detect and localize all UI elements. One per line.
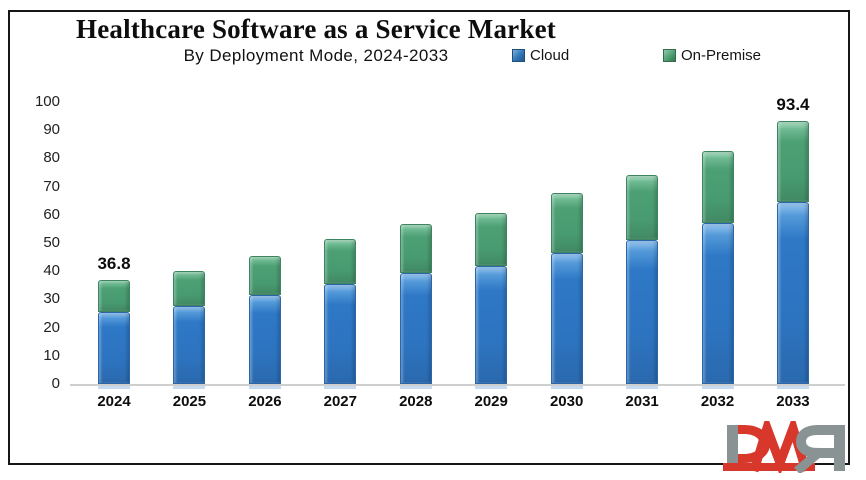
bar-cloud-2024 bbox=[98, 312, 130, 384]
bar-onpremise-2031 bbox=[626, 174, 659, 241]
dmr-logo-underline bbox=[723, 463, 815, 471]
y-tick-label-70: 70 bbox=[43, 177, 60, 195]
bar-reflection-2027 bbox=[324, 386, 357, 389]
x-axis-baseline bbox=[70, 384, 845, 386]
legend-label-cloud: Cloud bbox=[530, 47, 570, 64]
bar-reflection-2026 bbox=[248, 386, 281, 389]
y-tick-label-50: 50 bbox=[43, 234, 60, 251]
bar-cloud-2027 bbox=[324, 283, 357, 384]
bar-onpremise-2028 bbox=[399, 223, 432, 274]
y-tick-label-80: 80 bbox=[43, 149, 60, 167]
x-axis-label-2028: 2028 bbox=[399, 393, 433, 410]
x-axis-label-2032: 2032 bbox=[700, 393, 735, 410]
y-tick-label-0: 0 bbox=[51, 375, 60, 392]
x-axis-label-2026: 2026 bbox=[248, 393, 282, 410]
bar-cloud-2026 bbox=[248, 295, 281, 384]
bar-reflection-2025 bbox=[173, 386, 206, 389]
bar-cloud-2029 bbox=[475, 265, 508, 384]
bar-cloud-2033 bbox=[776, 201, 809, 384]
dmr-logo bbox=[723, 421, 845, 473]
legend-swatch-onpremise-icon bbox=[663, 49, 676, 62]
y-tick-label-40: 40 bbox=[43, 262, 60, 280]
y-tick-label-30: 30 bbox=[43, 290, 60, 308]
chart-subtitle: By Deployment Mode, 2024-2033 bbox=[183, 46, 449, 65]
y-tick-label-100: 100 bbox=[34, 93, 60, 110]
bar-cloud-2030 bbox=[550, 252, 583, 384]
y-tick-label-10: 10 bbox=[43, 346, 60, 364]
y-tick-label-90: 90 bbox=[43, 121, 60, 139]
bar-reflection-2031 bbox=[626, 386, 659, 389]
bar-reflection-2028 bbox=[399, 386, 432, 389]
bar-reflection-2033 bbox=[776, 386, 809, 389]
x-axis-label-2025: 2025 bbox=[172, 393, 207, 410]
bar-reflection-2030 bbox=[550, 386, 583, 389]
legend-swatch-cloud-icon bbox=[512, 49, 525, 62]
bar-onpremise-2026 bbox=[248, 255, 281, 296]
bar-cloud-2028 bbox=[399, 273, 432, 384]
bar-onpremise-2030 bbox=[550, 192, 583, 253]
x-axis-label-2024: 2024 bbox=[97, 393, 131, 410]
bar-reflection-2024 bbox=[98, 386, 130, 389]
chart-title: Healthcare Software as a Service Market bbox=[76, 14, 556, 44]
bar-onpremise-2025 bbox=[173, 270, 206, 306]
x-axis-label-2031: 2031 bbox=[625, 393, 659, 410]
bar-onpremise-2032 bbox=[701, 151, 734, 224]
bar-onpremise-2033 bbox=[776, 120, 809, 202]
bar-total-label-2024: 36.8 bbox=[97, 254, 131, 274]
bar-reflection-2032 bbox=[701, 386, 734, 389]
legend-item-onpremise: On-Premise bbox=[663, 47, 761, 64]
y-tick-label-60: 60 bbox=[43, 205, 60, 223]
bar-onpremise-2027 bbox=[324, 238, 357, 284]
bar-cloud-2025 bbox=[173, 305, 206, 384]
x-axis-label-2027: 2027 bbox=[323, 393, 357, 410]
x-axis-label-2030: 2030 bbox=[549, 393, 584, 410]
y-tick-label-20: 20 bbox=[43, 318, 60, 336]
bar-cloud-2031 bbox=[626, 240, 659, 384]
x-axis-label-2029: 2029 bbox=[474, 393, 508, 410]
x-axis-label-2033: 2033 bbox=[776, 393, 810, 410]
legend-label-onpremise: On-Premise bbox=[681, 47, 762, 64]
dmr-logo-d-stem bbox=[727, 425, 738, 463]
bar-total-label-2033: 93.4 bbox=[776, 94, 810, 114]
bar-cloud-2032 bbox=[701, 223, 734, 384]
dmr-logo-r bbox=[794, 425, 845, 473]
legend-item-cloud: Cloud bbox=[512, 47, 569, 64]
bar-reflection-2029 bbox=[475, 386, 508, 389]
bar-onpremise-2029 bbox=[475, 213, 508, 266]
bar-onpremise-2024 bbox=[98, 280, 130, 313]
